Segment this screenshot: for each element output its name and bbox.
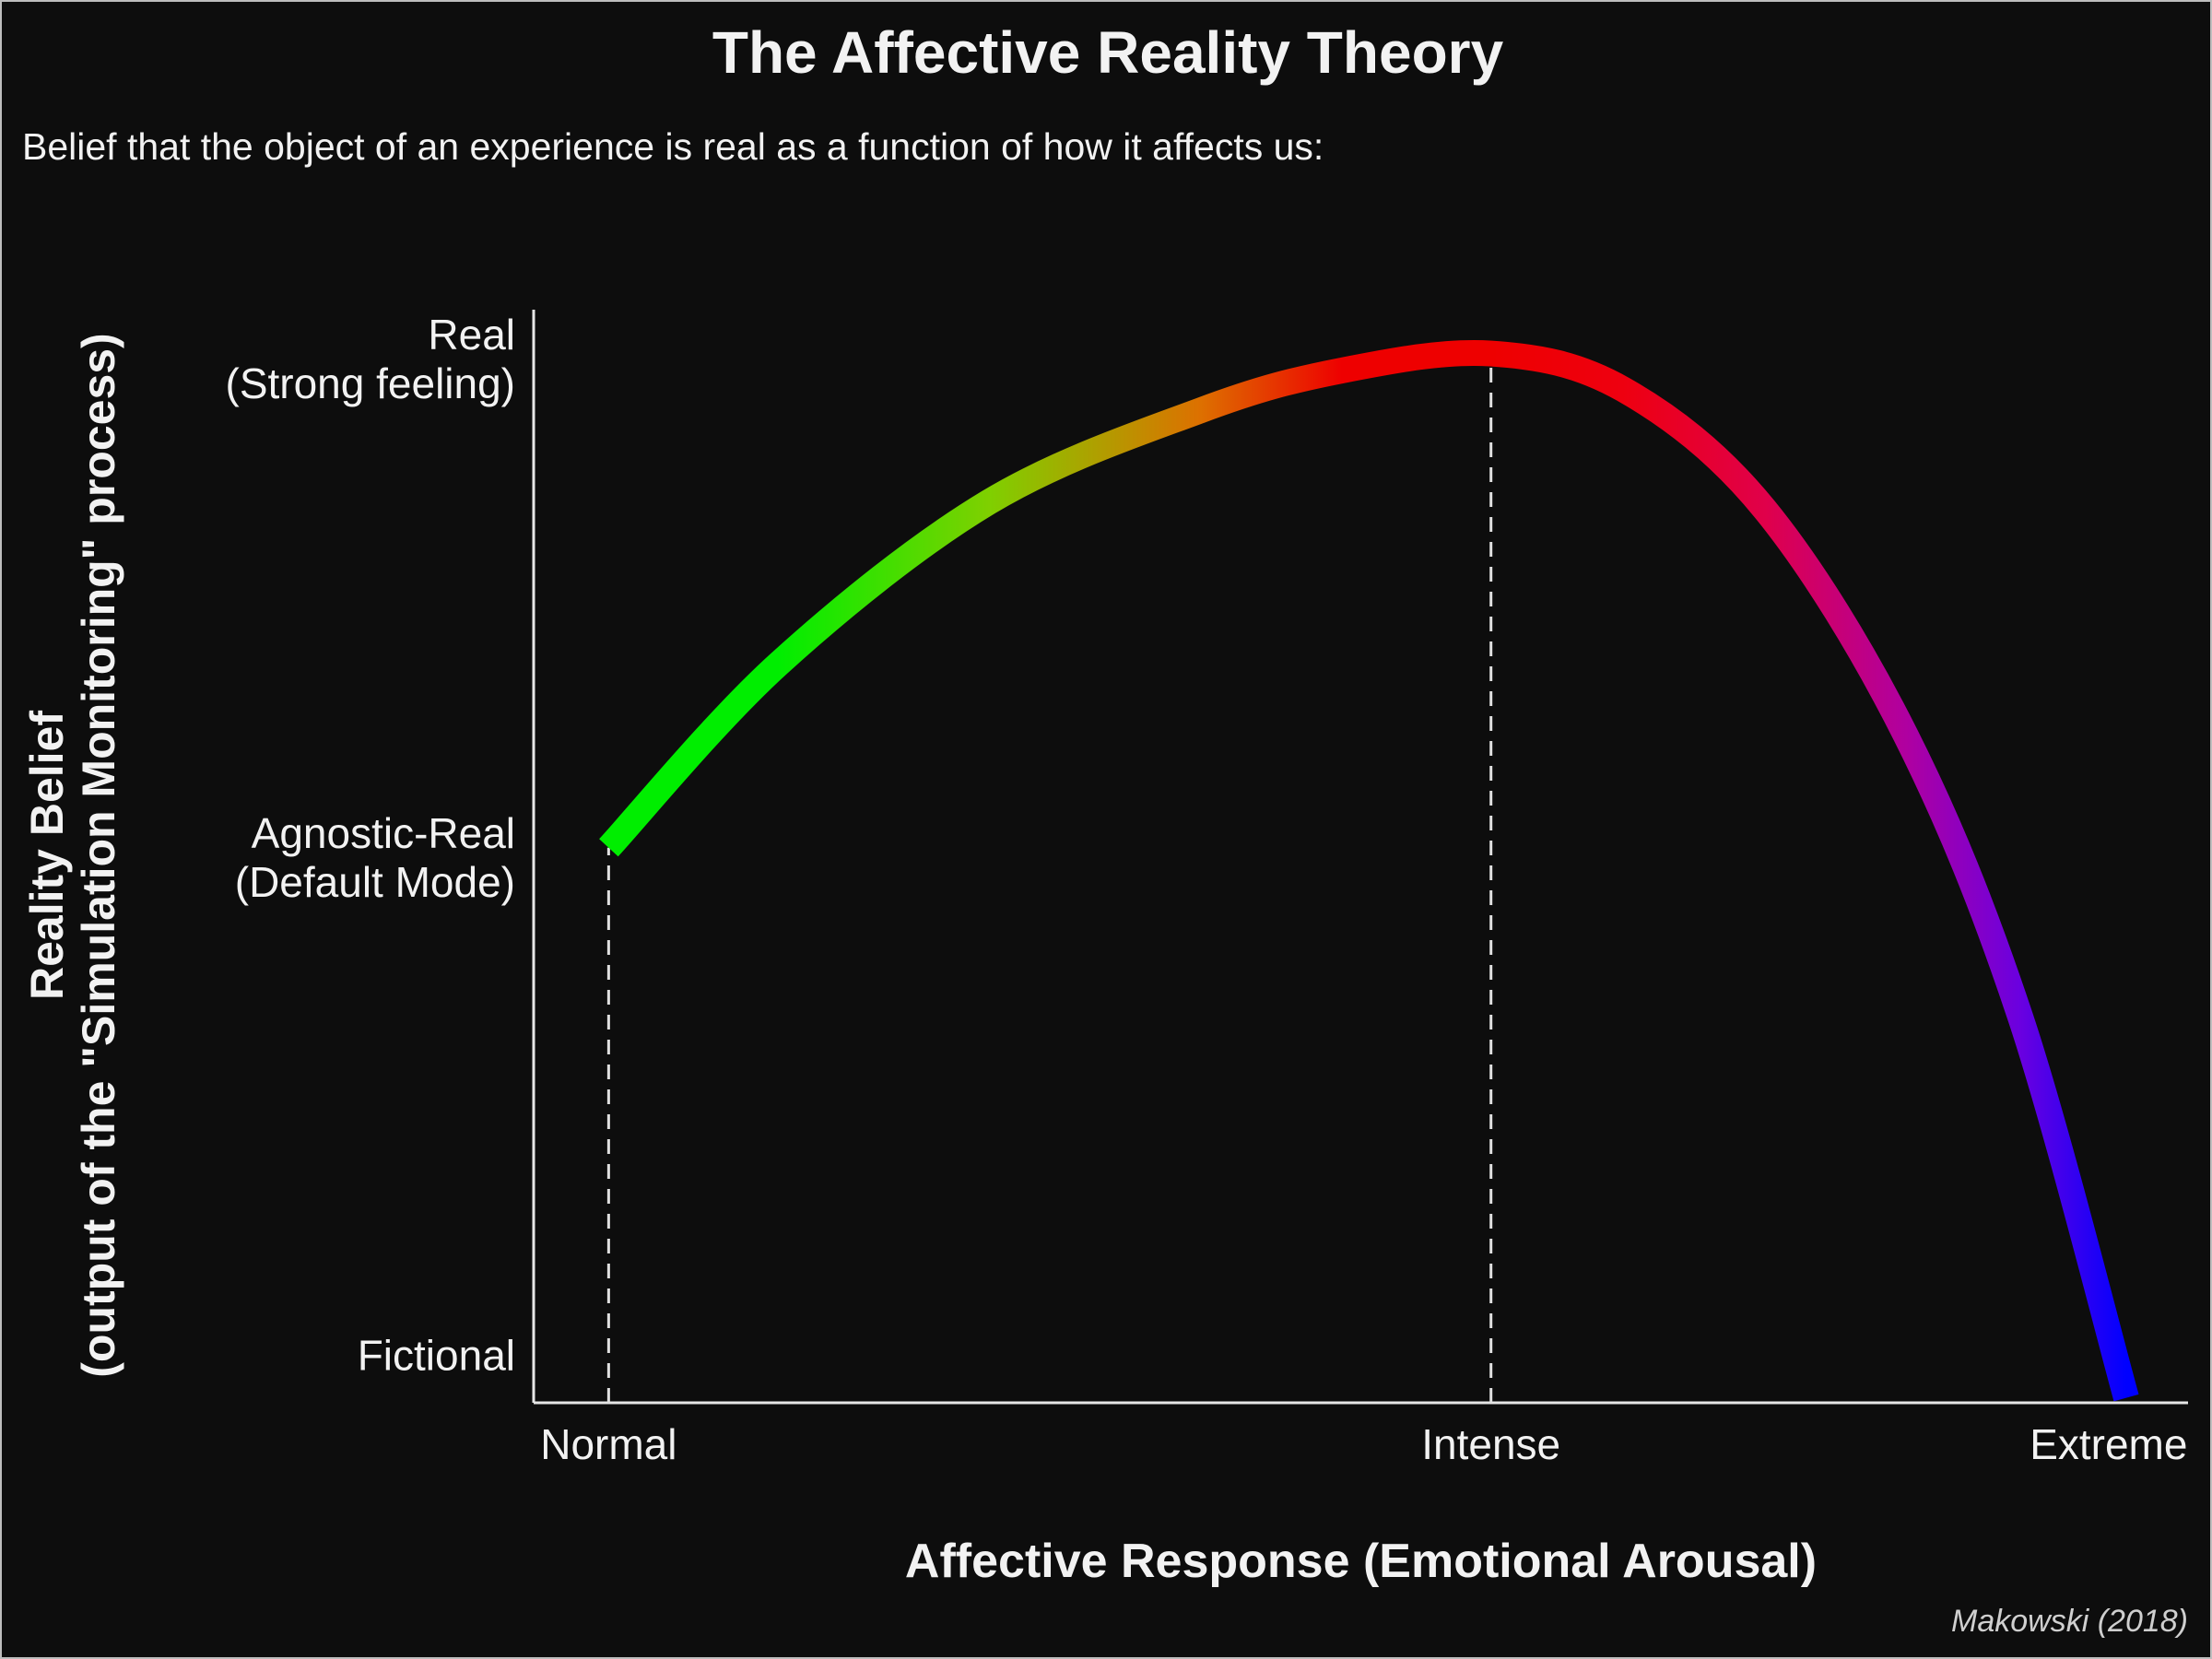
x-tick-label: Extreme (2030, 1420, 2188, 1468)
y-axis-title: Reality Belief (output of the "Simulatio… (21, 333, 124, 1378)
chart-subtitle: Belief that the object of an experience … (22, 125, 1324, 168)
y-tick-label: Agnostic-Real (Default Mode) (234, 808, 515, 906)
chart-title: The Affective Reality Theory (712, 19, 1504, 86)
x-axis-title: Affective Response (Emotional Arousal) (904, 1535, 1818, 1588)
y-tick-label: Fictional (357, 1331, 515, 1380)
x-tick-label: Intense (1421, 1420, 1561, 1468)
x-tick-label: Normal (540, 1420, 677, 1468)
caption: Makowski (2018) (1951, 1604, 2188, 1639)
y-tick-label: Real (Strong feeling) (225, 311, 516, 408)
curve (599, 339, 2139, 1402)
